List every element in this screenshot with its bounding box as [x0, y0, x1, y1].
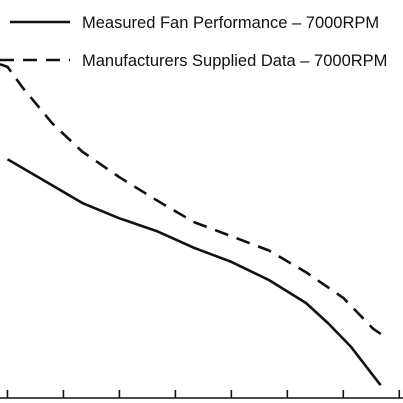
legend-label-measured: Measured Fan Performance – 7000RPM [82, 14, 379, 32]
axes [0, 390, 403, 399]
legend: Measured Fan Performance – 7000RPM Manuf… [0, 14, 387, 70]
series-line-0 [6, 158, 382, 386]
series-line-1 [0, 62, 389, 340]
legend-label-manufacturer: Manufacturers Supplied Data – 7000RPM [82, 52, 387, 70]
series-layer [0, 62, 389, 386]
